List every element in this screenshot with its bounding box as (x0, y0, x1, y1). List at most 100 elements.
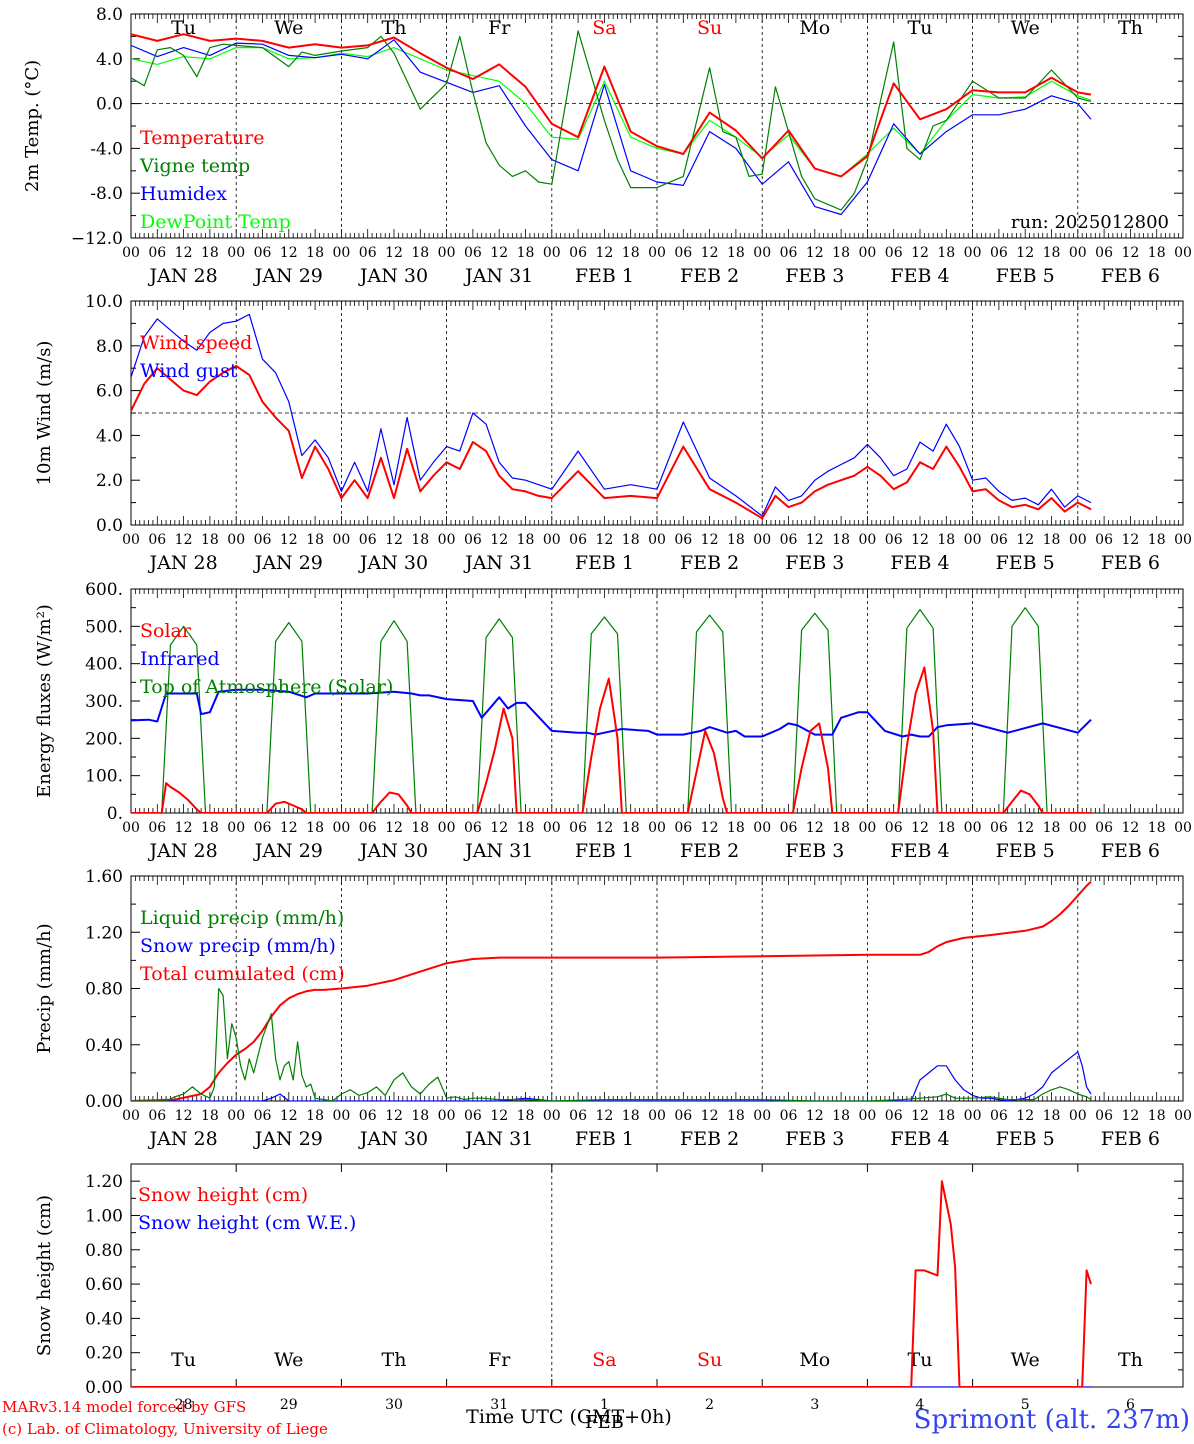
hour-tick-label: 18 (727, 1108, 745, 1124)
hour-tick-label: 12 (1121, 245, 1139, 261)
series-line-dewpoint-temp (131, 46, 1092, 177)
day-name: Sa (592, 17, 616, 39)
legend-entry: Infrared (140, 648, 220, 670)
legend-entry: Snow precip (mm/h) (140, 935, 336, 957)
hour-tick-label: 06 (569, 820, 587, 836)
hour-tick-label: 06 (990, 532, 1008, 548)
month-label: FEB (585, 1412, 624, 1433)
legend-entry: DewPoint Temp (140, 211, 291, 233)
hour-tick-label: 00 (753, 532, 771, 548)
date-label: FEB 5 (996, 1128, 1055, 1150)
hour-tick-label: 06 (674, 820, 692, 836)
hour-tick-label: 06 (885, 820, 903, 836)
hour-tick-label: 18 (201, 245, 219, 261)
legend-entry: Snow height (cm W.E.) (138, 1212, 356, 1234)
hour-tick-label: 00 (227, 245, 245, 261)
date-label: FEB 6 (1101, 265, 1160, 287)
hour-tick-label: 18 (306, 245, 324, 261)
hour-tick-label: 00 (543, 1108, 561, 1124)
hour-tick-label: 06 (780, 532, 798, 548)
y-tick-label: 0.80 (85, 980, 123, 1000)
y-tick-label: -8.0 (90, 184, 123, 204)
date-label: FEB 6 (1101, 552, 1160, 574)
hour-tick-label: 00 (753, 820, 771, 836)
hour-tick-label: 00 (332, 532, 350, 548)
y-tick-label: 0.0 (96, 95, 123, 115)
hour-tick-label: 12 (490, 532, 508, 548)
hour-tick-label: 06 (359, 820, 377, 836)
hour-tick-label: 00 (438, 245, 456, 261)
hour-tick-label: 06 (674, 1108, 692, 1124)
day-number: 2 (705, 1397, 714, 1413)
day-name: We (274, 17, 303, 39)
date-label: JAN 28 (148, 552, 218, 574)
hour-tick-label: 18 (937, 820, 955, 836)
y-tick-label: 1.20 (85, 923, 123, 943)
legend-entry: Liquid precip (mm/h) (140, 907, 344, 929)
hour-tick-label: 00 (438, 1108, 456, 1124)
date-label: FEB 4 (890, 552, 949, 574)
hour-tick-label: 12 (280, 1108, 298, 1124)
hour-tick-label: 12 (175, 820, 193, 836)
day-name: Tu (171, 1349, 196, 1371)
hour-tick-label: 12 (806, 1108, 824, 1124)
hour-tick-label: 06 (990, 1108, 1008, 1124)
hour-tick-label: 06 (780, 820, 798, 836)
series-group (131, 30, 1092, 216)
day-name: Mo (799, 17, 830, 39)
hour-tick-label: 18 (1148, 1108, 1166, 1124)
y-tick-label: 8.0 (96, 337, 123, 357)
hour-tick-label: 18 (622, 1108, 640, 1124)
date-label: JAN 28 (148, 840, 218, 862)
series-line-temperature (131, 33, 1092, 178)
hour-tick-label: 12 (595, 532, 613, 548)
date-label: FEB 4 (890, 1128, 949, 1150)
footer-station: Sprimont (alt. 237m) (914, 1405, 1190, 1435)
legend-entry: Top of Atmosphere (Solar) (140, 676, 393, 698)
hour-tick-label: 18 (1043, 532, 1061, 548)
date-label: FEB 2 (680, 552, 739, 574)
hour-tick-label: 00 (227, 820, 245, 836)
hour-tick-label: 18 (622, 245, 640, 261)
y-axis-label: 10m Wind (m/s) (34, 341, 55, 486)
hour-tick-label: 12 (911, 820, 929, 836)
hour-tick-label: 06 (464, 1108, 482, 1124)
y-tick-label: 0.0 (96, 516, 123, 536)
date-label: FEB 3 (785, 552, 844, 574)
hour-tick-label: 12 (701, 532, 719, 548)
hour-tick-label: 06 (148, 532, 166, 548)
day-name: Th (1118, 1349, 1143, 1371)
hour-tick-label: 00 (227, 1108, 245, 1124)
hour-tick-label: 18 (937, 245, 955, 261)
hour-tick-label: 12 (1016, 245, 1034, 261)
legend-entry: Snow height (cm) (138, 1184, 308, 1206)
hour-tick-label: 12 (701, 820, 719, 836)
hour-tick-label: 12 (1121, 532, 1139, 548)
date-label: FEB 2 (680, 1128, 739, 1150)
hour-tick-label: 12 (1016, 1108, 1034, 1124)
hour-tick-label: 00 (964, 245, 982, 261)
date-label: FEB 1 (575, 1128, 634, 1150)
panel-3: 600. 500. 400. 300. 200. 100. 0. Energy fluxes … (34, 580, 1192, 862)
hour-tick-label: 06 (254, 820, 272, 836)
date-label: FEB 5 (996, 552, 1055, 574)
panel-2: 10.0 8.0 6.0 4.0 2.0 0.0 10m Wind (m/s) 00 06 12 1… (34, 292, 1192, 574)
legend-entry: Vigne temp (139, 155, 250, 177)
hour-tick-label: 12 (175, 532, 193, 548)
hour-tick-label: 12 (490, 1108, 508, 1124)
hour-tick-label: 06 (254, 532, 272, 548)
hour-tick-label: 18 (832, 1108, 850, 1124)
series-line-infrared (131, 688, 1092, 738)
y-tick-label: 100. (85, 767, 123, 787)
day-number: 6 (1126, 1397, 1135, 1413)
footer-credit-1: MARv3.14 model forced by GFS (2, 1398, 246, 1416)
hour-tick-label: 12 (595, 820, 613, 836)
y-tick-label: 6.0 (96, 382, 123, 402)
hour-tick-label: 12 (490, 820, 508, 836)
hour-tick-label: 06 (464, 245, 482, 261)
hour-tick-label: 00 (648, 820, 666, 836)
hour-tick-label: 12 (806, 245, 824, 261)
hour-tick-label: 18 (727, 820, 745, 836)
hour-tick-label: 18 (411, 532, 429, 548)
